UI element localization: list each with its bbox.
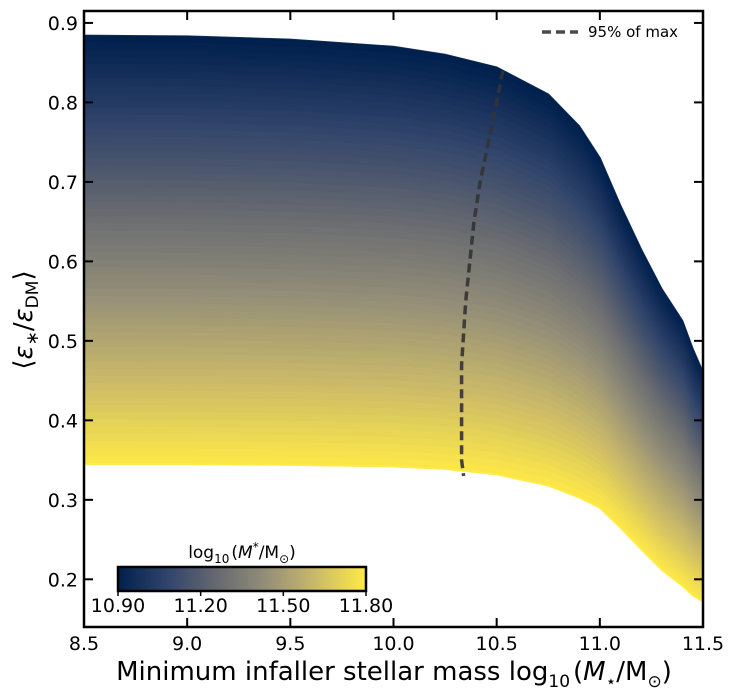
y-axis-ticks: 0.2 0.3 0.4 0.5 0.6 0.7 0.8 0.9	[48, 13, 703, 591]
reference-line-95pct	[459, 70, 505, 477]
x-tick-label: 9.0	[172, 633, 202, 655]
y-tick-label: 0.9	[48, 13, 78, 35]
series-line	[84, 325, 703, 529]
colorbar-ticks: 10.90 11.20 11.50 11.80	[91, 591, 393, 617]
series-line	[84, 99, 703, 409]
series-line	[84, 216, 703, 471]
series-line	[84, 56, 703, 385]
colorbar-tick-label: 11.20	[173, 595, 227, 617]
series-line	[84, 158, 703, 440]
colorbar-tick-label: 11.50	[256, 595, 310, 617]
series-line	[84, 245, 703, 486]
series-line	[84, 361, 703, 548]
series-line	[84, 223, 703, 475]
series-line	[84, 114, 703, 416]
series-line	[84, 129, 703, 424]
y-tick-label: 0.7	[48, 172, 78, 194]
x-tick-label: 11.0	[579, 633, 621, 655]
legend-label: 95% of max	[588, 23, 678, 41]
series-line	[84, 310, 703, 521]
series-line	[84, 354, 703, 545]
series-line	[84, 34, 703, 374]
series-line	[84, 404, 703, 572]
series-line	[84, 281, 703, 506]
series-line	[84, 121, 703, 420]
series-line	[84, 455, 703, 599]
series-line	[84, 194, 703, 459]
colorbar-label: log10 (M*/M⊙)	[188, 540, 296, 566]
curve-family	[84, 34, 703, 603]
series-line	[84, 70, 703, 393]
series-line	[84, 150, 703, 436]
series-line	[84, 85, 703, 401]
series-line	[84, 49, 703, 381]
series-line	[84, 107, 703, 412]
series-line	[84, 383, 703, 560]
series-line	[84, 463, 703, 603]
x-tick-label: 9.5	[275, 633, 305, 655]
x-tick-label: 8.5	[69, 633, 99, 655]
series-line	[84, 434, 703, 587]
y-tick-label: 0.8	[48, 92, 78, 114]
y-tick-label: 0.6	[48, 251, 78, 273]
series-line	[84, 78, 703, 397]
series-line	[84, 346, 703, 541]
series-line	[84, 332, 703, 533]
colorbar-gradient	[116, 565, 368, 593]
series-line	[84, 397, 703, 568]
series-line	[84, 179, 703, 451]
series-line	[84, 259, 703, 494]
colorbar: log10 (M*/M⊙) 10.90 11.20 11.50 11.80	[91, 540, 393, 617]
series-line	[84, 317, 703, 525]
series-line	[84, 41, 703, 377]
series-line	[84, 165, 703, 443]
series-line	[84, 252, 703, 490]
series-line	[84, 230, 703, 478]
y-tick-label: 0.4	[48, 410, 78, 432]
series-line	[84, 368, 703, 552]
series-line	[84, 274, 703, 502]
y-tick-label: 0.5	[48, 331, 78, 353]
series-line	[84, 136, 703, 428]
series-line	[84, 339, 703, 537]
y-axis-label: ⟨ε∗/εDM⟩	[9, 270, 43, 369]
legend: 95% of max	[542, 23, 678, 41]
x-axis-label: Minimum infaller stellar mass log10 (M⋆/M…	[116, 657, 672, 692]
series-line	[84, 288, 703, 510]
series-line	[84, 208, 703, 467]
colorbar-tick-label: 10.90	[91, 595, 145, 617]
series-line	[84, 390, 703, 564]
series-line	[84, 426, 703, 583]
reference-line-group	[459, 70, 505, 477]
x-tick-label: 10.0	[372, 633, 414, 655]
x-tick-label: 10.5	[476, 633, 518, 655]
series-line	[84, 92, 703, 405]
x-axis-ticks: 8.5 9.0 9.5 10.0 10.5 11.0 11.5	[69, 11, 724, 655]
series-line	[84, 267, 703, 498]
series-line	[84, 143, 703, 432]
y-tick-label: 0.3	[48, 490, 78, 512]
y-tick-label: 0.2	[48, 569, 78, 591]
series-line	[84, 201, 703, 463]
series-line	[84, 448, 703, 595]
series-line	[84, 303, 703, 517]
series-line	[84, 412, 703, 576]
series-line	[84, 296, 703, 513]
series-line	[84, 419, 703, 580]
colorbar-tick-label: 11.80	[339, 595, 393, 617]
series-line	[84, 187, 703, 455]
series-line	[84, 441, 703, 591]
series-line	[84, 63, 703, 389]
x-tick-label: 11.5	[682, 633, 724, 655]
series-line	[84, 172, 703, 447]
series-line	[84, 237, 703, 482]
series-line	[84, 375, 703, 556]
